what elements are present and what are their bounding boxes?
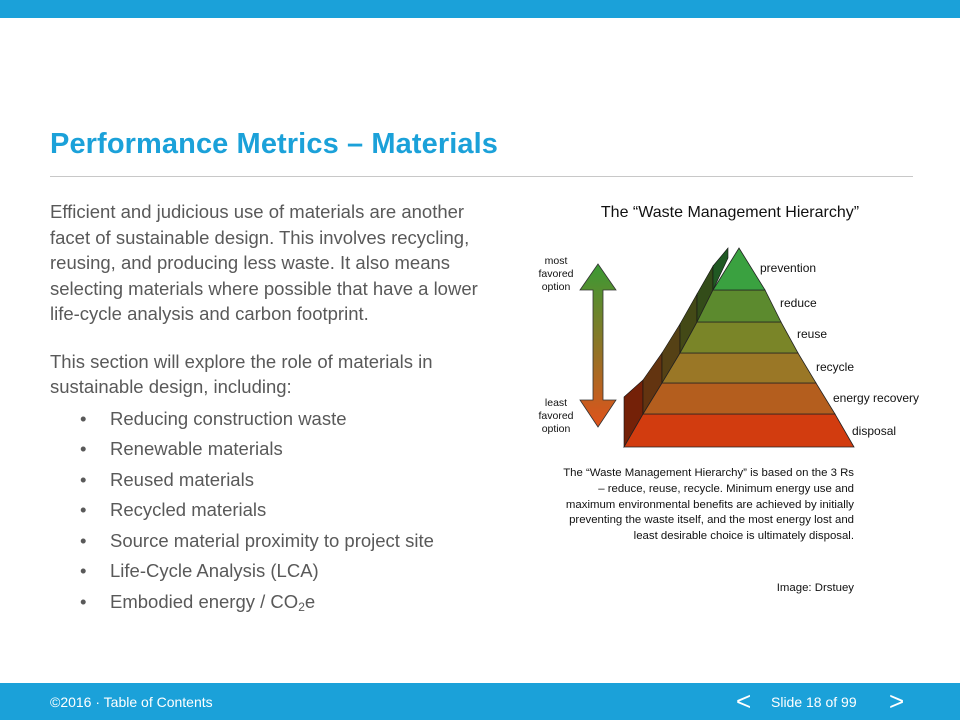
arrow-top-label-line-1: most (545, 255, 568, 267)
bullet-icon: • (80, 438, 87, 460)
slide-body: Efficient and judicious use of materials… (50, 199, 490, 618)
image-credit: Image: Drstuey (776, 582, 854, 594)
figure-caption: The “Waste Management Hierarchy” is base… (563, 467, 854, 543)
table-of-contents-link[interactable]: Table of Contents (103, 694, 213, 710)
tier-recycle (661, 352, 817, 384)
list-item: • Reused materials (50, 465, 490, 496)
next-slide-icon[interactable]: > (889, 686, 905, 716)
list-item: • Source material proximity to project si… (50, 526, 490, 557)
list-item-text: Reused materials (110, 468, 254, 490)
co2-subscript: 2 (298, 600, 305, 615)
section-paragraph: This section will explore the role of ma… (50, 350, 433, 398)
list-item: • Life-Cycle Analysis (LCA) (50, 556, 490, 587)
list-item-text: Renewable materials (110, 438, 283, 460)
footer-left: ©2016 · Table of Contents (50, 694, 213, 710)
arrow-top-label-line-2: favored (538, 268, 573, 280)
list-item-text: Embodied energy / CO2e (110, 591, 316, 615)
list-item: • Recycled materials (50, 495, 490, 526)
figure-title: The “Waste Management Hierarchy” (600, 204, 860, 221)
list-item-text: Life-Cycle Analysis (LCA) (110, 560, 319, 582)
arrow-bottom-label-line-3: option (542, 423, 571, 435)
list-item-text: Source material proximity to project sit… (110, 529, 434, 551)
title-divider (50, 176, 913, 177)
tier-energy-recovery (642, 382, 836, 415)
arrow-bottom-label-line-1: least (545, 397, 567, 409)
bullet-icon: • (80, 560, 87, 582)
tier-label-recycle: recycle (816, 360, 854, 374)
topic-list: • Reducing construction waste • Renewable … (50, 404, 490, 618)
intro-paragraph: Efficient and judicious use of materials… (50, 201, 478, 324)
bullet-icon: • (80, 468, 87, 490)
footer-separator: · (91, 694, 104, 710)
list-item: • Reducing construction waste (50, 404, 490, 435)
tier-side-prevention (712, 247, 729, 291)
waste-hierarchy-pyramid: most favored option least favored option… (538, 247, 919, 449)
bullet-icon: • (80, 499, 87, 521)
arrow-top-label-line-3: option (542, 281, 571, 293)
top-accent-bar (0, 0, 960, 18)
bullet-icon: • (80, 529, 87, 551)
list-item: • Renewable materials (50, 434, 490, 465)
bullet-icon: • (80, 407, 87, 429)
embodied-energy-prefix: Embodied energy / CO (110, 591, 299, 613)
tier-prevention (712, 247, 766, 291)
bullet-icon: • (80, 591, 87, 613)
tier-label-energy-recovery: energy recovery (833, 391, 919, 405)
copyright-text: ©2016 (50, 694, 92, 710)
arrow-bottom-label-line-2: favored (538, 410, 573, 422)
tier-label-disposal: disposal (852, 424, 896, 438)
slide-title: Performance Metrics – Materials (50, 128, 498, 160)
tier-label-reduce: reduce (780, 296, 817, 310)
previous-slide-icon[interactable]: < (736, 686, 752, 716)
tier-reuse (679, 321, 799, 354)
favorability-arrow-icon (579, 263, 617, 428)
footer-bar: ©2016 · Table of Contents < Slide 18 of … (0, 683, 960, 720)
slide-counter: Slide 18 of 99 (771, 694, 857, 710)
embodied-energy-suffix: e (304, 591, 316, 613)
tier-disposal (623, 413, 855, 448)
list-item-text: Reducing construction waste (110, 407, 347, 429)
list-item: • Embodied energy / CO2e (50, 587, 490, 618)
list-item-text: Recycled materials (110, 499, 267, 521)
tier-label-prevention: prevention (760, 261, 816, 275)
tier-label-reuse: reuse (797, 327, 827, 341)
